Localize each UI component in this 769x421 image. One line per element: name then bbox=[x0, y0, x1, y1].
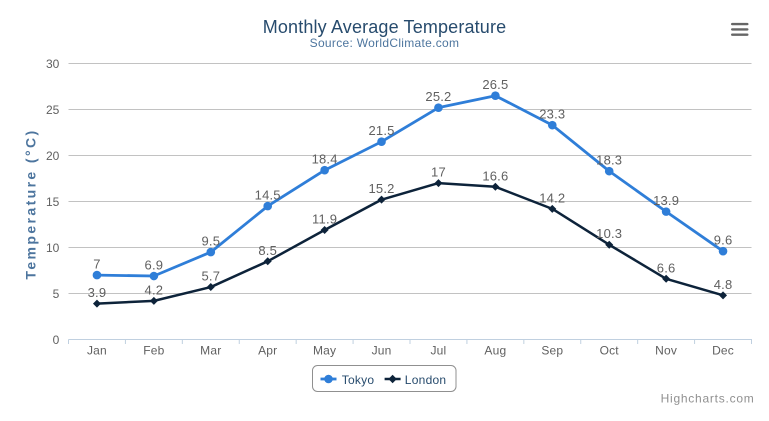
svg-text:4.2: 4.2 bbox=[145, 282, 164, 297]
svg-text:Aug: Aug bbox=[484, 344, 506, 358]
svg-text:11.9: 11.9 bbox=[312, 212, 337, 227]
svg-text:25: 25 bbox=[46, 103, 60, 117]
svg-text:17: 17 bbox=[431, 165, 446, 180]
svg-text:Mar: Mar bbox=[200, 344, 221, 358]
svg-text:London: London bbox=[405, 373, 447, 387]
svg-text:Monthly Average Temperature: Monthly Average Temperature bbox=[263, 17, 507, 37]
svg-text:Feb: Feb bbox=[143, 344, 164, 358]
svg-text:5.7: 5.7 bbox=[201, 269, 220, 284]
svg-text:Dec: Dec bbox=[712, 344, 734, 358]
svg-text:Nov: Nov bbox=[655, 344, 677, 358]
svg-text:18.4: 18.4 bbox=[312, 152, 338, 167]
svg-text:0: 0 bbox=[53, 333, 60, 347]
svg-text:Jan: Jan bbox=[87, 344, 107, 358]
svg-text:16.6: 16.6 bbox=[482, 168, 508, 183]
svg-text:Apr: Apr bbox=[258, 344, 277, 358]
svg-text:5: 5 bbox=[53, 287, 60, 301]
svg-text:23.3: 23.3 bbox=[539, 107, 565, 122]
svg-text:Jul: Jul bbox=[430, 344, 446, 358]
svg-text:Oct: Oct bbox=[600, 344, 620, 358]
svg-text:3.9: 3.9 bbox=[88, 285, 107, 300]
svg-text:21.5: 21.5 bbox=[368, 123, 394, 138]
svg-text:26.5: 26.5 bbox=[482, 77, 508, 92]
svg-text:25.2: 25.2 bbox=[425, 89, 451, 104]
svg-text:4.8: 4.8 bbox=[714, 277, 733, 292]
svg-text:8.5: 8.5 bbox=[258, 243, 277, 258]
svg-text:Source: WorldClimate.com: Source: WorldClimate.com bbox=[310, 36, 460, 50]
svg-text:10.3: 10.3 bbox=[596, 226, 622, 241]
svg-text:14.5: 14.5 bbox=[255, 188, 281, 203]
svg-text:18.3: 18.3 bbox=[596, 153, 622, 168]
svg-text:10: 10 bbox=[46, 241, 60, 255]
svg-text:13.9: 13.9 bbox=[653, 193, 679, 208]
svg-text:May: May bbox=[313, 344, 336, 358]
svg-text:9.5: 9.5 bbox=[201, 234, 220, 249]
svg-text:Highcharts.com: Highcharts.com bbox=[661, 392, 755, 406]
svg-text:14.2: 14.2 bbox=[539, 190, 565, 205]
svg-text:15.2: 15.2 bbox=[368, 181, 394, 196]
svg-text:7: 7 bbox=[93, 257, 100, 272]
svg-text:30: 30 bbox=[46, 57, 60, 71]
svg-text:6.9: 6.9 bbox=[145, 258, 164, 273]
svg-text:9.6: 9.6 bbox=[714, 233, 733, 248]
svg-text:Tokyo: Tokyo bbox=[342, 373, 375, 387]
svg-text:Temperature (°C): Temperature (°C) bbox=[23, 128, 39, 279]
svg-text:Jun: Jun bbox=[372, 344, 392, 358]
svg-text:20: 20 bbox=[46, 149, 60, 163]
svg-text:6.6: 6.6 bbox=[657, 260, 676, 275]
svg-text:Sep: Sep bbox=[541, 344, 563, 358]
svg-text:15: 15 bbox=[46, 195, 60, 209]
